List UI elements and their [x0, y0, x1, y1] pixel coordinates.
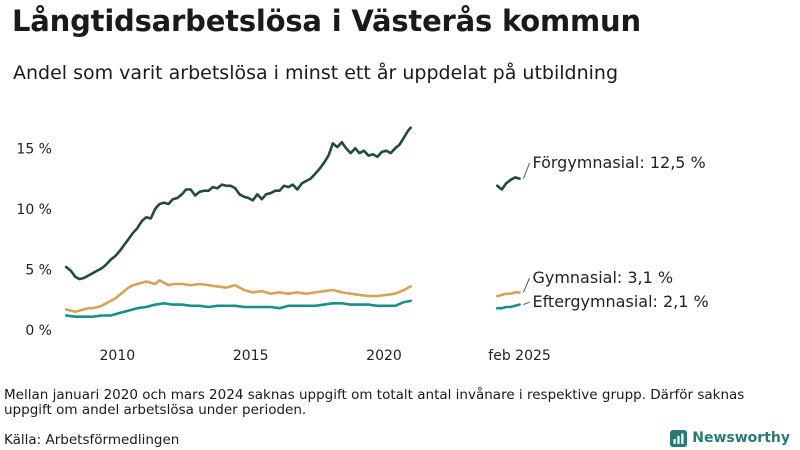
- series-label-gymnasial: Gymnasial: 3,1 %: [532, 268, 673, 287]
- series-line-gymnasial-2: [496, 291, 521, 298]
- series-label-connector: [523, 277, 530, 293]
- brand-logo: Newsworthy: [670, 428, 790, 448]
- brand-name: Newsworthy: [692, 430, 790, 446]
- y-tick-label: 0 %: [25, 323, 52, 339]
- series-line-eftergymnasial-1: [64, 299, 412, 318]
- y-axis: 0 % 5 % 10 % 15 %: [16, 141, 52, 339]
- series-labels: Förgymnasial: 12,5 % Gymnasial: 3,1 % Efte…: [523, 153, 709, 311]
- series-line-förgymnasial-1: [64, 126, 412, 281]
- x-tick-label: 2020: [366, 348, 402, 364]
- series-label-connector: [523, 162, 530, 179]
- series-label-förgymnasial: Förgymnasial: 12,5 %: [532, 153, 705, 172]
- series-line-gymnasial-1: [64, 279, 412, 314]
- newsworthy-logo-icon: [670, 429, 688, 447]
- series-lines: [64, 126, 521, 318]
- y-tick-label: 10 %: [16, 202, 52, 218]
- series-label-connector: [523, 301, 530, 306]
- page-title: Långtidsarbetslösa i Västerås kommun: [12, 4, 641, 38]
- series-label-eftergymnasial: Eftergymnasial: 2,1 %: [532, 292, 708, 311]
- footnote: Mellan januari 2020 och mars 2024 saknas…: [4, 387, 745, 418]
- y-tick-label: 15 %: [16, 141, 52, 157]
- series-line-förgymnasial-2: [496, 176, 521, 191]
- source-credit: Källa: Arbetsförmedlingen: [4, 432, 180, 448]
- x-axis: 2010 2015 2020 feb 2025: [100, 348, 551, 364]
- page-subtitle: Andel som varit arbetslösa i minst ett å…: [13, 62, 619, 84]
- y-tick-label: 5 %: [25, 262, 52, 278]
- x-tick-label: feb 2025: [488, 348, 551, 364]
- line-chart: 0 % 5 % 10 % 15 % 2010 2015 2020 feb 2025 Förg…: [16, 126, 709, 364]
- x-tick-label: 2010: [100, 348, 136, 364]
- series-line-eftergymnasial-2: [496, 303, 521, 310]
- x-tick-label: 2015: [233, 348, 269, 364]
